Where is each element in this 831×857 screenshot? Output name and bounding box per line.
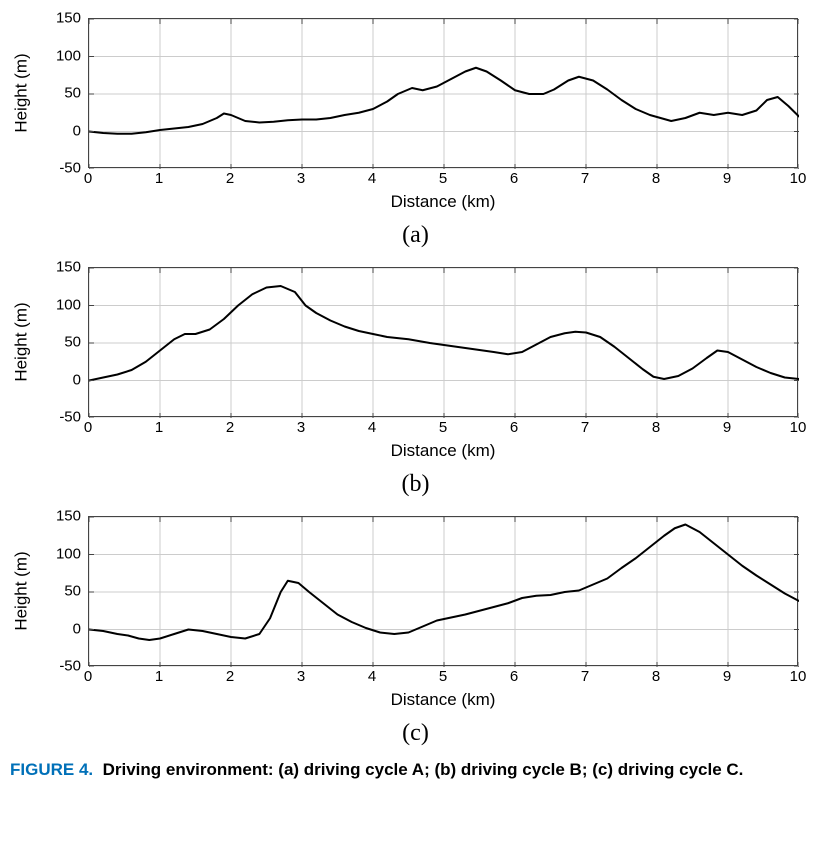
- x-tick-label: 10: [778, 668, 818, 685]
- x-tick-label: 7: [565, 668, 605, 685]
- x-tick-label: 6: [494, 668, 534, 685]
- y-tick-label: 150: [21, 508, 81, 525]
- x-tick-label: 8: [636, 419, 676, 436]
- plot-outer-c: Height (m)-50050100150012345678910Distan…: [10, 508, 821, 718]
- x-tick-label: 9: [707, 170, 747, 187]
- x-tick-label: 3: [281, 170, 321, 187]
- y-tick-label: 0: [21, 371, 81, 388]
- x-tick-label: 4: [352, 668, 392, 685]
- caption-body: Driving environment: (a) driving cycle A…: [103, 760, 744, 779]
- plot-svg: [89, 19, 799, 169]
- plot-area-b: [88, 267, 798, 417]
- x-tick-label: 10: [778, 170, 818, 187]
- x-axis-label: Distance (km): [88, 441, 798, 461]
- panel-c: Height (m)-50050100150012345678910Distan…: [10, 508, 821, 747]
- y-tick-label: 0: [21, 122, 81, 139]
- x-tick-label: 5: [423, 668, 463, 685]
- panel-a: Height (m)-50050100150012345678910Distan…: [10, 10, 821, 249]
- x-tick-label: 0: [68, 419, 108, 436]
- y-tick-label: 150: [21, 10, 81, 27]
- y-tick-label: 0: [21, 620, 81, 637]
- x-tick-label: 3: [281, 668, 321, 685]
- x-tick-label: 6: [494, 419, 534, 436]
- x-tick-label: 6: [494, 170, 534, 187]
- x-tick-label: 4: [352, 170, 392, 187]
- x-axis-label: Distance (km): [88, 690, 798, 710]
- x-tick-label: 0: [68, 170, 108, 187]
- x-tick-label: 8: [636, 170, 676, 187]
- plot-outer-b: Height (m)-50050100150012345678910Distan…: [10, 259, 821, 469]
- x-tick-label: 1: [139, 668, 179, 685]
- plot-svg: [89, 268, 799, 418]
- x-tick-label: 5: [423, 170, 463, 187]
- x-tick-label: 2: [210, 419, 250, 436]
- x-tick-label: 1: [139, 419, 179, 436]
- x-tick-label: 9: [707, 419, 747, 436]
- x-tick-label: 9: [707, 668, 747, 685]
- panels-mount: Height (m)-50050100150012345678910Distan…: [10, 10, 821, 747]
- figure-caption: FIGURE 4. Driving environment: (a) drivi…: [10, 759, 821, 782]
- y-tick-label: 150: [21, 259, 81, 276]
- subplot-letter-b: (b): [10, 471, 821, 498]
- x-tick-label: 0: [68, 668, 108, 685]
- y-tick-label: 100: [21, 296, 81, 313]
- x-axis-label: Distance (km): [88, 192, 798, 212]
- plot-svg: [89, 517, 799, 667]
- y-tick-label: 50: [21, 583, 81, 600]
- panel-b: Height (m)-50050100150012345678910Distan…: [10, 259, 821, 498]
- figure-container: Height (m)-50050100150012345678910Distan…: [10, 10, 821, 782]
- x-tick-label: 3: [281, 419, 321, 436]
- x-tick-label: 7: [565, 170, 605, 187]
- x-tick-label: 7: [565, 419, 605, 436]
- plot-area-a: [88, 18, 798, 168]
- plot-area-c: [88, 516, 798, 666]
- subplot-letter-a: (a): [10, 222, 821, 249]
- x-tick-label: 10: [778, 419, 818, 436]
- caption-label: FIGURE 4.: [10, 760, 93, 779]
- y-tick-label: 100: [21, 47, 81, 64]
- y-tick-label: 100: [21, 545, 81, 562]
- plot-outer-a: Height (m)-50050100150012345678910Distan…: [10, 10, 821, 220]
- x-tick-label: 4: [352, 419, 392, 436]
- x-tick-label: 1: [139, 170, 179, 187]
- subplot-letter-c: (c): [10, 720, 821, 747]
- x-tick-label: 5: [423, 419, 463, 436]
- y-tick-label: 50: [21, 334, 81, 351]
- x-tick-label: 8: [636, 668, 676, 685]
- x-tick-label: 2: [210, 170, 250, 187]
- y-tick-label: 50: [21, 85, 81, 102]
- x-tick-label: 2: [210, 668, 250, 685]
